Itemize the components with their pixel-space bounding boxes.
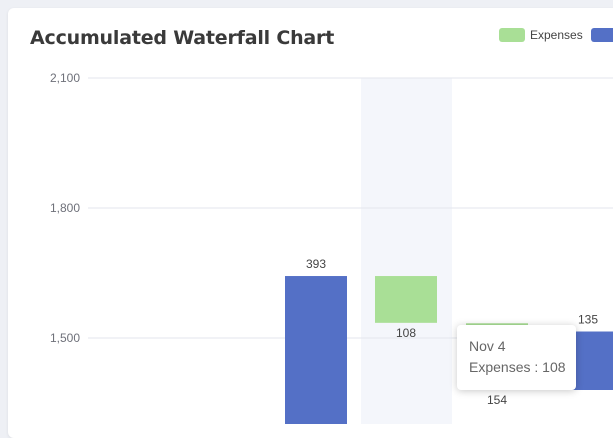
- legend: Expenses: [499, 28, 613, 42]
- chart-title: Accumulated Waterfall Chart: [30, 27, 335, 49]
- bar-data-label: 154: [487, 393, 507, 407]
- y-tick-label: 1,800: [50, 201, 80, 215]
- legend-item-expenses[interactable]: Expenses: [499, 28, 583, 42]
- legend-swatch-income: [590, 28, 613, 42]
- legend-item-income[interactable]: [590, 28, 613, 42]
- category-highlight-band: [361, 78, 452, 424]
- bar-data-label: 393: [306, 257, 326, 271]
- tooltip: Nov 4 Expenses : 108: [457, 325, 576, 390]
- legend-swatch-expenses: [499, 28, 525, 42]
- bar-income: [285, 276, 347, 424]
- bar-data-label: 108: [396, 326, 416, 340]
- tooltip-line: Expenses : 108: [469, 359, 566, 375]
- bar-expenses: [375, 276, 437, 323]
- y-tick-label: 1,500: [50, 331, 80, 345]
- bar-data-label: 135: [578, 313, 598, 327]
- tooltip-title: Nov 4: [469, 338, 506, 354]
- legend-label-expenses: Expenses: [530, 28, 583, 42]
- y-tick-label: 2,100: [50, 71, 80, 85]
